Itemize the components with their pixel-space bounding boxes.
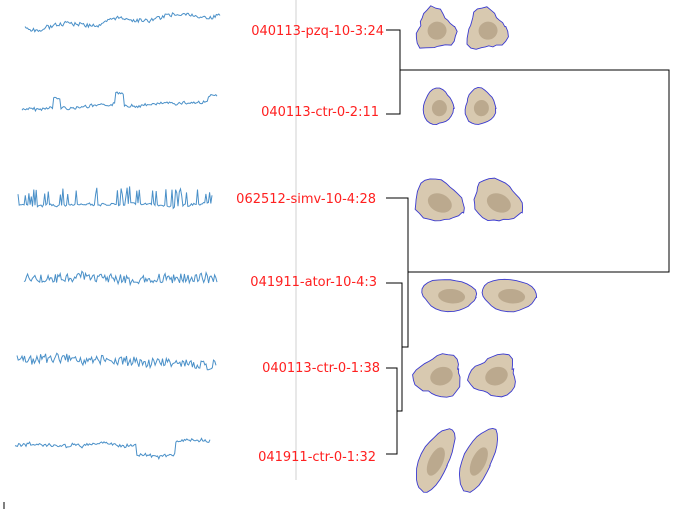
signal-trace-3 bbox=[17, 186, 213, 210]
branch-root bbox=[400, 69, 670, 273]
cell-thumbnails bbox=[412, 5, 538, 493]
sample-label-1: 040113-pzq-10-3:24 bbox=[251, 24, 384, 39]
signal-trace-5 bbox=[16, 352, 217, 371]
cell-thumbnail-5-1 bbox=[412, 353, 461, 398]
sample-label-3: 062512-simv-10-4:28 bbox=[236, 192, 376, 207]
branch-ctr-pair bbox=[386, 367, 398, 455]
signal-trace-6 bbox=[14, 437, 211, 460]
sample-label-4: 041911-ator-10-4:3 bbox=[250, 275, 377, 290]
cell-thumbnail-2-1 bbox=[422, 87, 455, 125]
cell-thumbnail-2-2 bbox=[464, 86, 497, 125]
signal-trace-1 bbox=[24, 12, 221, 33]
signal-traces bbox=[14, 12, 221, 460]
dendrogram-tree bbox=[386, 29, 670, 455]
cell-thumbnail-4-2 bbox=[481, 278, 538, 313]
cell-thumbnail-6-1 bbox=[416, 428, 456, 493]
cell-thumbnail-3-1 bbox=[414, 178, 465, 222]
cell-thumbnail-6-2 bbox=[458, 427, 498, 493]
cell-thumbnail-4-1 bbox=[421, 279, 478, 313]
branch-pzq-ctr bbox=[386, 29, 401, 115]
cell-thumbnail-5-2 bbox=[467, 353, 516, 398]
sample-label-6: 041911-ctr-0-1:32 bbox=[258, 450, 376, 465]
branch-simv-merge bbox=[386, 197, 409, 348]
sample-label-2: 040113-ctr-0-2:11 bbox=[261, 105, 379, 120]
signal-trace-2 bbox=[21, 91, 218, 113]
signal-trace-4 bbox=[23, 270, 218, 287]
cell-thumbnail-1-2 bbox=[466, 6, 509, 50]
sample-labels: 040113-pzq-10-3:24 040113-ctr-0-2:11 062… bbox=[236, 24, 384, 465]
branch-ator-merge bbox=[386, 282, 403, 412]
cell-thumbnail-3-2 bbox=[473, 177, 524, 222]
sample-label-5: 040113-ctr-0-1:38 bbox=[262, 361, 380, 376]
cell-thumbnail-1-1 bbox=[415, 5, 458, 49]
